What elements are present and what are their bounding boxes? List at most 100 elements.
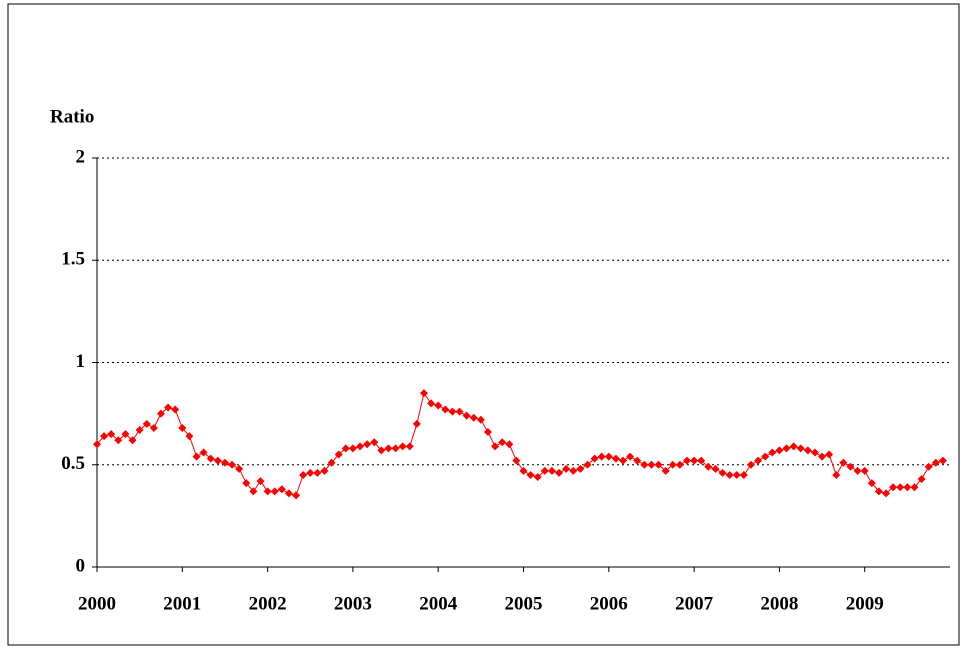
point-marker xyxy=(256,477,265,486)
point-marker xyxy=(334,450,343,459)
point-marker xyxy=(249,487,258,496)
y-tick-label: 0 xyxy=(76,555,86,576)
point-marker xyxy=(299,470,308,479)
point-marker xyxy=(860,466,869,475)
point-marker xyxy=(853,466,862,475)
point-marker xyxy=(213,456,222,465)
point-marker xyxy=(512,456,521,465)
y-axis-label: Ratio xyxy=(50,106,94,127)
point-marker xyxy=(405,442,414,451)
point-marker xyxy=(356,442,365,451)
point-marker xyxy=(526,470,535,479)
point-marker xyxy=(228,460,237,469)
point-marker xyxy=(768,448,777,457)
point-marker xyxy=(832,470,841,479)
x-tick-label: 2005 xyxy=(505,593,543,614)
point-marker xyxy=(348,444,357,453)
point-marker xyxy=(135,425,144,434)
point-marker xyxy=(739,470,748,479)
x-tick-label: 2008 xyxy=(760,593,798,614)
point-marker xyxy=(746,460,755,469)
point-marker xyxy=(540,466,549,475)
point-marker xyxy=(455,407,464,416)
x-tick-label: 2006 xyxy=(590,593,628,614)
point-marker xyxy=(732,470,741,479)
x-tick-label: 2004 xyxy=(419,593,458,614)
point-marker xyxy=(107,430,116,439)
point-marker xyxy=(192,452,201,461)
point-marker xyxy=(121,430,130,439)
point-marker xyxy=(320,466,329,475)
point-marker xyxy=(178,423,187,432)
point-marker xyxy=(412,419,421,428)
point-marker xyxy=(931,458,940,467)
x-tick-label: 2002 xyxy=(249,593,287,614)
point-marker xyxy=(441,405,450,414)
point-marker xyxy=(889,483,898,492)
point-marker xyxy=(675,460,684,469)
point-marker xyxy=(640,460,649,469)
point-marker xyxy=(199,448,208,457)
point-marker xyxy=(583,460,592,469)
point-marker xyxy=(263,487,272,496)
point-marker xyxy=(903,483,912,492)
point-marker xyxy=(114,436,123,445)
point-marker xyxy=(313,468,322,477)
point-marker xyxy=(142,419,151,428)
point-marker xyxy=(398,442,407,451)
point-marker xyxy=(697,456,706,465)
point-marker xyxy=(626,452,635,461)
y-tick-label: 1.5 xyxy=(61,249,85,270)
point-marker xyxy=(690,456,699,465)
point-marker xyxy=(590,454,599,463)
point-marker xyxy=(498,438,507,447)
y-tick-label: 1 xyxy=(76,351,86,372)
point-marker xyxy=(654,460,663,469)
point-marker xyxy=(206,454,215,463)
point-marker xyxy=(810,448,819,457)
point-marker xyxy=(306,468,315,477)
point-marker xyxy=(483,428,492,437)
point-marker xyxy=(938,456,947,465)
point-marker xyxy=(839,458,848,467)
point-marker xyxy=(476,415,485,424)
point-marker xyxy=(156,409,165,418)
x-tick-label: 2000 xyxy=(78,593,116,614)
point-marker xyxy=(100,432,109,441)
point-marker xyxy=(825,450,834,459)
point-marker xyxy=(277,485,286,494)
point-marker xyxy=(789,442,798,451)
point-marker xyxy=(391,444,400,453)
x-tick-label: 2003 xyxy=(334,593,372,614)
point-marker xyxy=(377,446,386,455)
point-marker xyxy=(185,432,194,441)
point-marker xyxy=(242,479,251,488)
point-marker xyxy=(704,462,713,471)
point-marker xyxy=(661,466,670,475)
point-marker xyxy=(846,462,855,471)
point-marker xyxy=(462,411,471,420)
point-marker xyxy=(434,401,443,410)
point-marker xyxy=(725,470,734,479)
y-tick-label: 2 xyxy=(76,146,86,167)
point-marker xyxy=(910,483,919,492)
point-marker xyxy=(782,444,791,453)
point-marker xyxy=(555,468,564,477)
point-marker xyxy=(796,444,805,453)
point-marker xyxy=(128,436,137,445)
x-tick-label: 2009 xyxy=(846,593,884,614)
point-marker xyxy=(341,444,350,453)
point-marker xyxy=(896,483,905,492)
point-marker xyxy=(882,489,891,498)
point-marker xyxy=(220,458,229,467)
point-marker xyxy=(569,466,578,475)
point-marker xyxy=(867,479,876,488)
point-marker xyxy=(93,440,101,449)
point-marker xyxy=(327,458,336,467)
point-marker xyxy=(924,462,933,471)
point-marker xyxy=(292,491,301,500)
y-tick-label: 0.5 xyxy=(61,453,85,474)
point-marker xyxy=(469,413,478,422)
